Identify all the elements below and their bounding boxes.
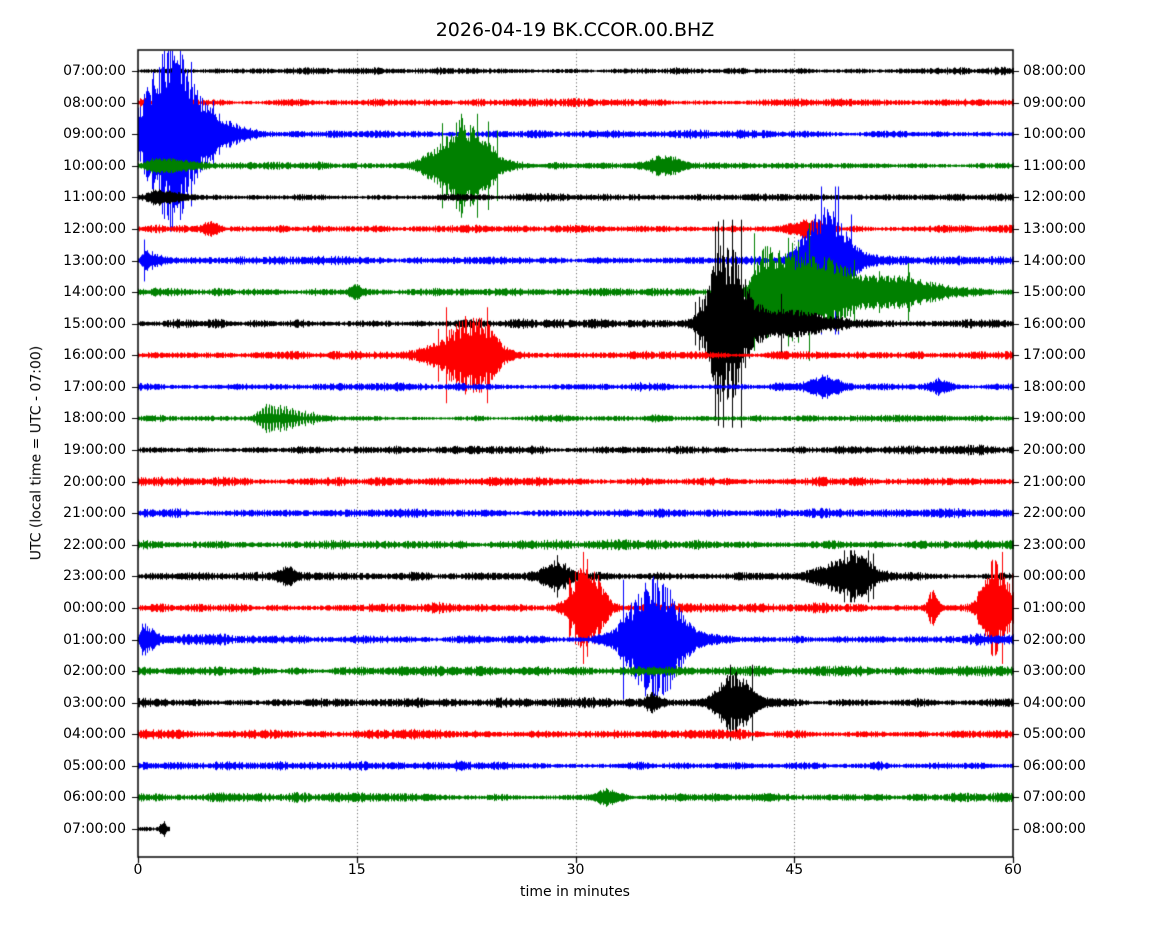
x-tick-label: 45 [785, 862, 804, 878]
row-label-utc: 07:00:00 [63, 63, 126, 79]
row-label-local: 08:00:00 [1023, 63, 1086, 79]
row-label-local: 10:00:00 [1023, 126, 1086, 143]
row-label-utc: 03:00:00 [63, 694, 126, 711]
row-label-local: 06:00:00 [1023, 757, 1086, 774]
row-label-local: 14:00:00 [1023, 252, 1086, 269]
chart-title: 2026-04-19 BK.CCOR.00.BHZ [435, 19, 715, 41]
row-label-local: 18:00:00 [1023, 378, 1086, 395]
row-label-utc: 23:00:00 [63, 568, 126, 585]
row-label-local: 05:00:00 [1023, 726, 1086, 743]
row-label-utc: 20:00:00 [63, 473, 126, 490]
row-label-utc: 19:00:00 [63, 442, 126, 458]
row-label-utc: 17:00:00 [63, 378, 126, 395]
x-tick-label: 0 [133, 862, 143, 878]
row-label-local: 04:00:00 [1023, 694, 1086, 711]
row-label-local: 07:00:00 [1023, 789, 1086, 806]
row-label-utc: 05:00:00 [63, 757, 126, 774]
row-label-local: 21:00:00 [1023, 473, 1086, 490]
row-label-local: 20:00:00 [1023, 442, 1086, 458]
row-label-utc: 06:00:00 [63, 789, 126, 806]
row-label-utc: 15:00:00 [63, 315, 126, 332]
row-label-local: 12:00:00 [1023, 189, 1086, 206]
row-label-local: 09:00:00 [1023, 94, 1086, 111]
row-label-local: 23:00:00 [1023, 536, 1086, 553]
x-axis-label: time in minutes [520, 884, 630, 900]
row-label-utc: 13:00:00 [63, 252, 126, 269]
row-label-local: 13:00:00 [1023, 220, 1086, 237]
row-label-utc: 21:00:00 [63, 505, 126, 522]
row-label-local: 11:00:00 [1023, 157, 1086, 174]
row-label-utc: 22:00:00 [63, 536, 126, 553]
row-label-utc: 18:00:00 [63, 410, 126, 427]
x-tick-label: 60 [1004, 862, 1022, 878]
row-label-utc: 12:00:00 [63, 220, 126, 237]
row-label-utc: 14:00:00 [63, 284, 126, 301]
row-label-local: 00:00:00 [1023, 568, 1086, 585]
row-label-utc: 09:00:00 [63, 126, 126, 143]
row-label-utc: 11:00:00 [63, 189, 126, 206]
row-label-utc: 16:00:00 [63, 347, 126, 364]
row-label-utc: 04:00:00 [63, 726, 126, 743]
row-label-local: 02:00:00 [1023, 631, 1086, 648]
row-label-local: 01:00:00 [1023, 599, 1086, 616]
row-label-local: 22:00:00 [1023, 505, 1086, 522]
row-label-utc: 01:00:00 [63, 631, 126, 648]
row-label-utc: 00:00:00 [63, 599, 126, 616]
row-label-utc: 08:00:00 [63, 94, 126, 111]
row-label-local: 19:00:00 [1023, 410, 1086, 427]
row-label-local: 08:00:00 [1023, 821, 1086, 837]
row-label-local: 03:00:00 [1023, 663, 1086, 680]
row-label-utc: 02:00:00 [63, 663, 126, 680]
row-label-local: 17:00:00 [1023, 347, 1086, 364]
row-label-utc: 07:00:00 [63, 821, 126, 837]
row-label-utc: 10:00:00 [63, 157, 126, 174]
x-tick-label: 15 [347, 862, 366, 878]
x-tick-label: 30 [566, 862, 585, 878]
row-label-local: 15:00:00 [1023, 284, 1086, 301]
row-label-local: 16:00:00 [1023, 315, 1086, 332]
